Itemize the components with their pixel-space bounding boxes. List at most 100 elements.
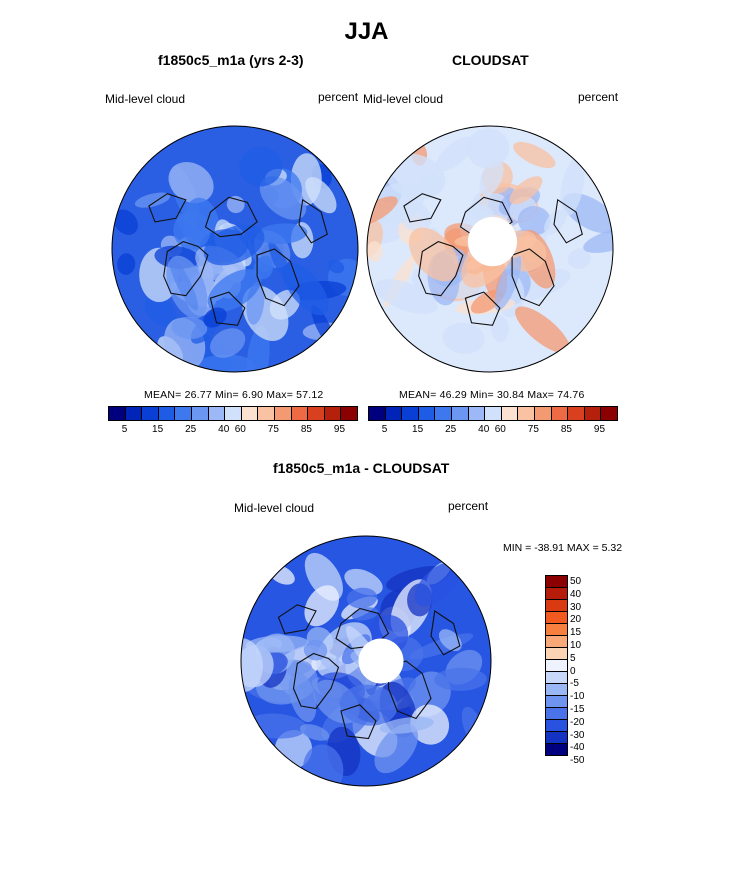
colorbar-swatch bbox=[208, 407, 226, 420]
colorbar-tick-label: -30 bbox=[570, 729, 585, 741]
colorbar-swatch bbox=[341, 407, 357, 420]
field-patch bbox=[171, 316, 208, 340]
field-patch bbox=[408, 227, 459, 282]
field-patch bbox=[344, 568, 383, 596]
field-patch bbox=[346, 587, 378, 609]
field-patch bbox=[327, 259, 345, 274]
colorbar-tick-label: 40 bbox=[570, 588, 582, 600]
field-patch bbox=[434, 667, 487, 691]
colorbar-tick-label: -15 bbox=[570, 704, 585, 715]
colorbar-tick-label: 15 bbox=[570, 627, 582, 639]
colorbar-swatch bbox=[546, 660, 567, 672]
field-patch bbox=[367, 241, 383, 262]
field-patch bbox=[239, 146, 283, 187]
coastline bbox=[340, 704, 377, 740]
model-colorbar bbox=[108, 406, 358, 421]
colorbar-tick-label: 30 bbox=[570, 601, 582, 613]
coastline bbox=[403, 193, 442, 223]
model-variable-label: Mid-level cloud bbox=[105, 92, 186, 106]
colorbar-tick-label: 85 bbox=[300, 424, 312, 435]
diff-units-label: percent bbox=[448, 499, 489, 513]
colorbar-swatch bbox=[241, 407, 259, 420]
colorbar-swatch bbox=[435, 407, 452, 420]
obs-panel-title: CLOUDSAT bbox=[452, 52, 529, 68]
field-patch bbox=[246, 325, 270, 372]
field-patch bbox=[567, 248, 591, 269]
colorbar-tick-label: 85 bbox=[560, 424, 572, 435]
field-patch bbox=[560, 157, 585, 217]
obs-colorbar bbox=[368, 406, 618, 421]
colorbar-tick-label: -40 bbox=[570, 742, 585, 754]
field-patch bbox=[134, 192, 171, 208]
field-patch bbox=[414, 561, 461, 607]
field-patch bbox=[210, 328, 246, 358]
field-patch bbox=[517, 206, 551, 236]
field-patch bbox=[470, 289, 504, 314]
colorbar-swatch bbox=[451, 407, 469, 420]
colorbar-swatch bbox=[534, 407, 552, 420]
model-units-label: percent bbox=[318, 90, 359, 104]
field-patch bbox=[374, 279, 438, 314]
colorbar-tick-label: 75 bbox=[527, 424, 539, 435]
main-title: JJA bbox=[344, 18, 389, 45]
colorbar-tick-label: 20 bbox=[570, 614, 582, 626]
field-patch bbox=[509, 176, 543, 205]
field-patch bbox=[207, 269, 262, 312]
colorbar-swatch bbox=[546, 744, 567, 755]
diff-polar-map bbox=[240, 535, 492, 787]
coastline bbox=[277, 604, 317, 635]
field-patch bbox=[367, 196, 398, 227]
colorbar-swatch bbox=[546, 588, 567, 600]
field-patch bbox=[351, 607, 379, 621]
field-patch bbox=[466, 128, 510, 169]
colorbar-swatch bbox=[546, 576, 567, 588]
colorbar-tick-label: 95 bbox=[593, 424, 606, 435]
coastline bbox=[430, 610, 461, 656]
map-boundary bbox=[111, 125, 359, 373]
field-patch bbox=[241, 638, 263, 692]
colorbar-swatch bbox=[324, 407, 342, 420]
colorbar-tick-label: 60 bbox=[494, 424, 506, 435]
colorbar-swatch bbox=[568, 407, 585, 420]
field-patch bbox=[245, 635, 309, 653]
colorbar-tick-label: -50 bbox=[570, 755, 585, 767]
colorbar-swatch bbox=[191, 407, 209, 420]
field-patch bbox=[268, 241, 296, 289]
coastline bbox=[204, 196, 258, 238]
field-patch bbox=[339, 684, 398, 726]
field-patch bbox=[282, 262, 329, 316]
colorbar-swatch bbox=[175, 407, 192, 420]
colorbar-swatch bbox=[546, 720, 567, 732]
colorbar-tick-label: 15 bbox=[412, 424, 424, 435]
colorbar-swatch bbox=[584, 407, 602, 420]
field-patch bbox=[256, 223, 308, 245]
polar-gap bbox=[467, 217, 518, 267]
colorbar-swatch bbox=[601, 407, 617, 420]
obs-variable-label: Mid-level cloud bbox=[363, 92, 444, 106]
field-patch bbox=[168, 161, 214, 204]
field-patch bbox=[379, 716, 434, 734]
field-patch bbox=[479, 159, 504, 196]
colorbar-swatch bbox=[518, 407, 535, 420]
field-patch bbox=[490, 315, 509, 343]
colorbar-swatch bbox=[291, 407, 309, 420]
coastline bbox=[148, 193, 187, 223]
obs-units-label: percent bbox=[578, 90, 619, 104]
field-patch bbox=[305, 176, 337, 214]
diff-variable-label: Mid-level cloud bbox=[234, 501, 315, 515]
colorbar-tick-label: -20 bbox=[570, 716, 585, 728]
colorbar-swatch bbox=[501, 407, 519, 420]
colorbar-swatch bbox=[158, 407, 176, 420]
colorbar-tick-label: 15 bbox=[152, 424, 164, 435]
colorbar-tick-label: 10 bbox=[570, 640, 582, 651]
colorbar-swatch bbox=[546, 636, 567, 648]
field-patch bbox=[203, 224, 265, 266]
colorbar-swatch bbox=[546, 684, 567, 696]
coastline bbox=[464, 291, 501, 326]
colorbar-swatch bbox=[468, 407, 486, 420]
field-patch bbox=[442, 322, 485, 354]
field-patch bbox=[513, 141, 556, 169]
field-patch bbox=[420, 174, 442, 197]
field-patch bbox=[259, 176, 307, 220]
field-patch bbox=[494, 254, 522, 311]
